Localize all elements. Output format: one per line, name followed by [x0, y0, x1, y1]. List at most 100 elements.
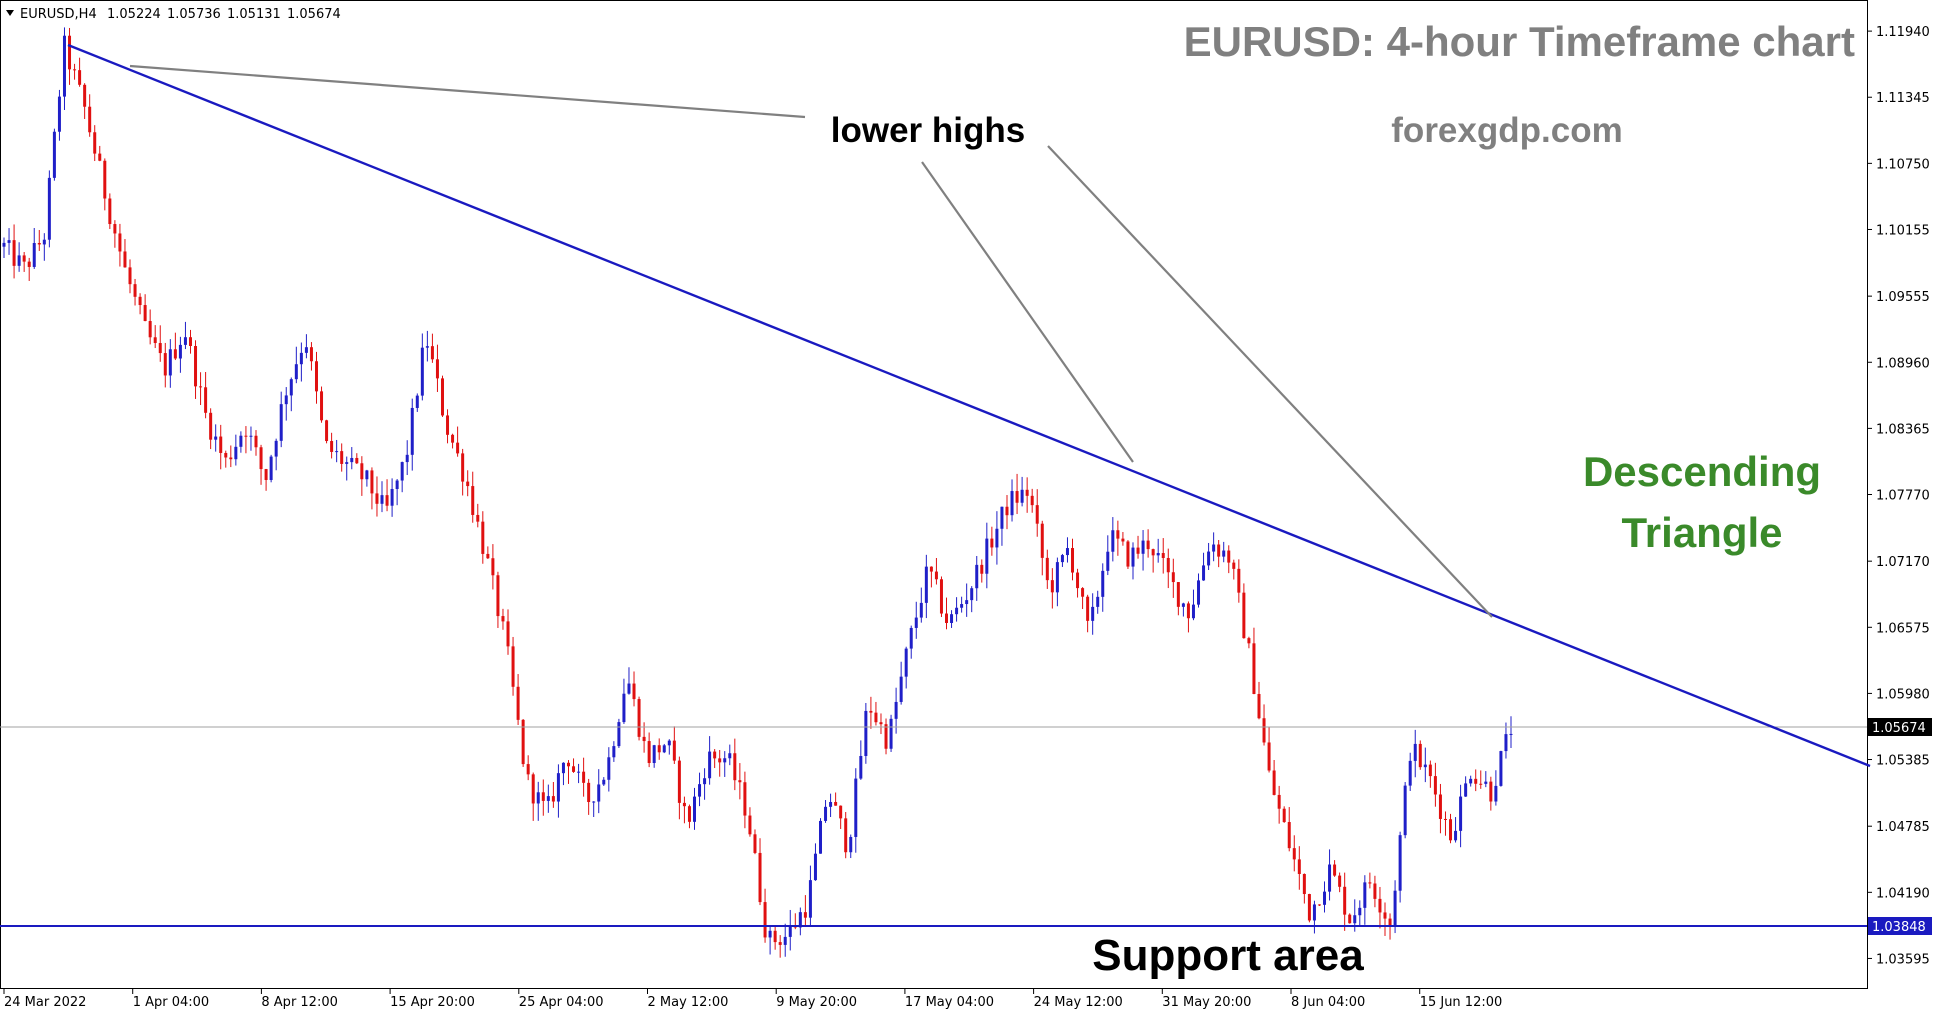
time-axis-label: 8 Apr 12:00 — [261, 995, 338, 1010]
candle-body — [602, 779, 606, 785]
time-axis-label: 17 May 04:00 — [905, 995, 994, 1010]
candle-body — [1443, 818, 1447, 820]
descending-trendline[interactable] — [67, 43, 1871, 768]
candle-body — [1186, 603, 1190, 619]
candle-body — [934, 571, 938, 580]
candle-body — [1449, 819, 1453, 841]
candle-body — [556, 773, 560, 802]
candle-body — [894, 701, 898, 719]
candle-body — [274, 440, 278, 457]
candle-body — [990, 538, 994, 548]
candle-body — [1464, 783, 1468, 797]
candle-body — [320, 391, 324, 421]
candle-body — [360, 463, 364, 480]
candle-body — [481, 521, 485, 554]
candle-body — [1151, 549, 1155, 556]
candle-body — [98, 153, 102, 161]
candle-body — [68, 35, 72, 70]
candle-body — [566, 762, 570, 767]
candle-body — [950, 614, 954, 623]
candle-body — [289, 379, 293, 396]
candle-body — [1055, 562, 1059, 593]
candle-body — [269, 456, 273, 480]
candle-body — [395, 480, 399, 489]
time-axis-label: 2 May 12:00 — [648, 995, 729, 1010]
candle-body — [365, 470, 369, 480]
candle-body — [803, 912, 807, 918]
candle-body — [1131, 547, 1135, 567]
candle-body — [1403, 785, 1407, 836]
candle-body — [703, 778, 707, 785]
candle-body — [1010, 491, 1014, 516]
candle-body — [819, 820, 823, 854]
candle-body — [385, 495, 389, 506]
current-price-tag-text: 1.05674 — [1872, 721, 1926, 736]
candle-body — [718, 758, 722, 763]
candle-body — [889, 718, 893, 749]
candle-body — [284, 395, 288, 405]
candle-body — [521, 719, 525, 765]
candle-body — [405, 454, 409, 463]
candle-body — [1005, 506, 1009, 516]
symbol-label: EURUSD,H4 — [20, 7, 97, 22]
candle-body — [440, 378, 444, 416]
candle-body — [1146, 540, 1150, 550]
candle-body — [995, 528, 999, 548]
candle-body — [1413, 743, 1417, 761]
candle-body — [1232, 562, 1236, 569]
time-axis-label: 15 Jun 12:00 — [1420, 995, 1503, 1010]
candle-body — [1171, 572, 1175, 583]
candle-body — [496, 575, 500, 617]
candle-body — [713, 751, 717, 759]
candle-body — [1242, 592, 1246, 639]
candle-body — [183, 337, 187, 345]
support-label: Support area — [1092, 931, 1364, 980]
candle-body — [1222, 550, 1226, 557]
candle-body — [430, 346, 434, 360]
candle-body — [829, 801, 833, 807]
candle-body — [158, 343, 162, 354]
ohlc-low: 1.05131 — [227, 7, 281, 22]
time-axis-label: 24 Mar 2022 — [4, 995, 86, 1010]
current-price-tag — [1868, 718, 1932, 736]
candle-body — [451, 434, 455, 443]
candle-body — [511, 646, 515, 687]
candle-body — [763, 902, 767, 938]
candle-body — [748, 815, 752, 835]
candle-body — [622, 693, 626, 723]
candle-body — [1368, 882, 1372, 884]
candle-body — [849, 836, 853, 853]
candle-body — [173, 349, 177, 359]
price-axis-label: 1.05980 — [1876, 687, 1930, 702]
candle-body — [652, 745, 656, 764]
candle-body — [1418, 743, 1422, 768]
candle-body — [1328, 864, 1332, 892]
price-axis-label: 1.04190 — [1876, 886, 1930, 901]
candle-body — [1156, 553, 1160, 556]
candle-body — [879, 722, 883, 725]
candle-body — [204, 387, 208, 413]
candle-body — [314, 361, 318, 392]
candle-body — [345, 462, 349, 464]
candle-body — [546, 796, 550, 801]
candlestick-series — [2, 27, 1513, 958]
candle-body — [642, 736, 646, 742]
candle-body — [1121, 538, 1125, 542]
candle-body — [1302, 873, 1306, 895]
candle-body — [708, 751, 712, 779]
candle-body — [798, 912, 802, 928]
candle-body — [1086, 596, 1090, 621]
candle-body — [1025, 489, 1029, 496]
time-axis-label: 9 May 20:00 — [776, 995, 857, 1010]
candle-body — [123, 251, 127, 268]
triangle-down-icon[interactable] — [6, 10, 14, 16]
candle-body — [1469, 778, 1473, 784]
candle-body — [1504, 734, 1508, 752]
candle-body — [1227, 550, 1231, 563]
candle-body — [1181, 603, 1185, 607]
candle-body — [390, 488, 394, 506]
candle-body — [254, 435, 258, 448]
candle-body — [667, 740, 671, 746]
candle-body — [813, 853, 817, 881]
